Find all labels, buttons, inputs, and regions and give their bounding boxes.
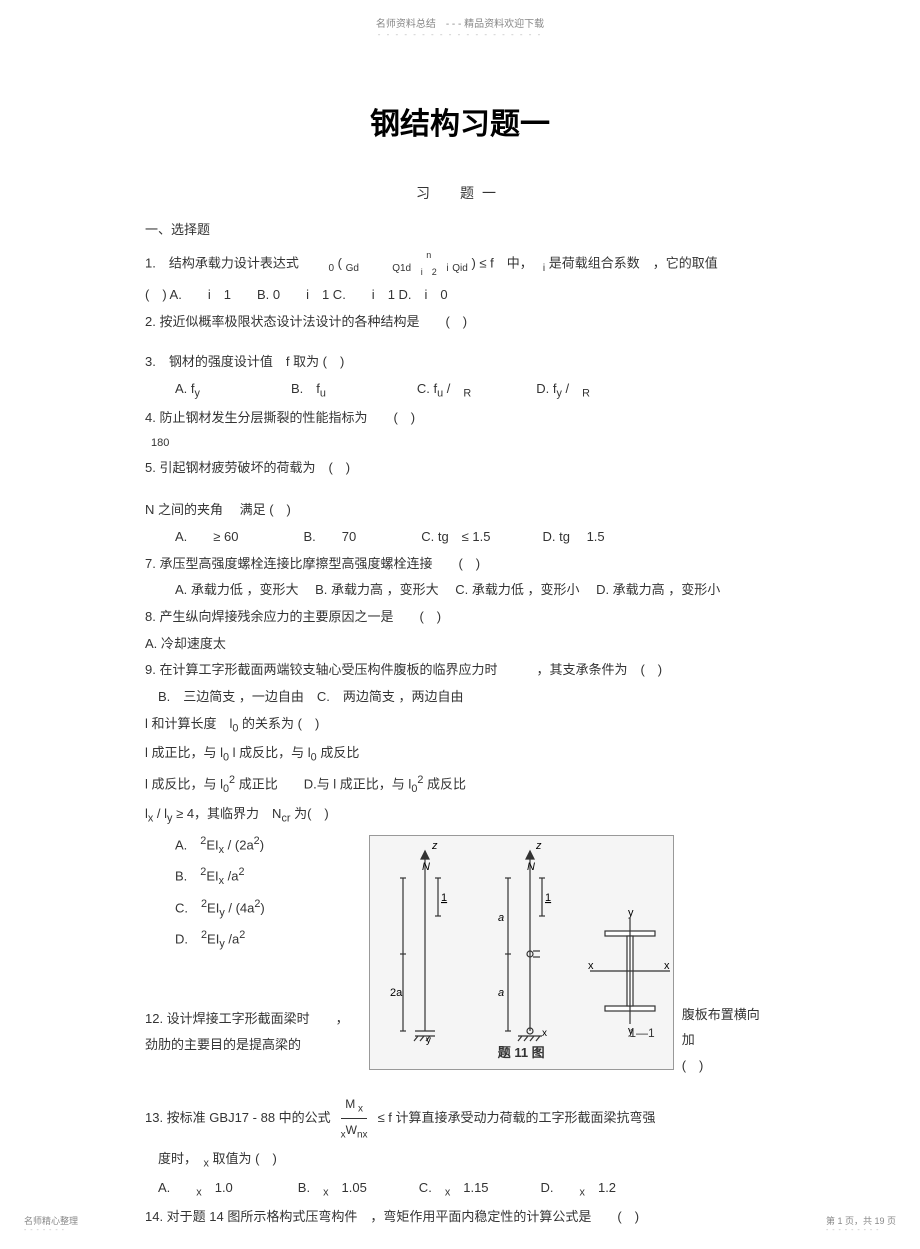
- svg-text:y: y: [628, 907, 634, 919]
- svg-text:z: z: [535, 840, 542, 852]
- q13-b: ≤ f 计算直接承受动力荷载的工字形截面梁抗弯强: [378, 1106, 656, 1131]
- q1-qid: Qid: [452, 263, 468, 274]
- q13-opts: A. x 1.0 B. x 1.05 C. x 1.15 D. x 1.2: [145, 1176, 765, 1203]
- q12-line2-left: 劲肋的主要目的是提高梁的: [145, 1033, 349, 1058]
- q1-sub0: 0: [328, 263, 334, 274]
- figure-caption: 题 11 图: [370, 1041, 673, 1066]
- q13-num: M x: [341, 1093, 367, 1119]
- q10-1: l 和计算长度 l0 的关系为 ( ): [145, 712, 765, 739]
- svg-text:a: a: [498, 912, 504, 924]
- svg-text:1: 1: [545, 892, 551, 904]
- q11-optB: B. 2EIx /a2: [145, 862, 349, 891]
- q1-gd: Gd: [346, 263, 359, 274]
- q13-frac: M x xWnx: [337, 1093, 372, 1145]
- q12-line2-right: ( ): [682, 1054, 765, 1079]
- header-line: 名师资料总结 - - - 精品资料欢迎下载: [0, 15, 920, 30]
- q1-text-b: (: [338, 255, 346, 270]
- q11-optA: A. 2EIx / (2a2): [145, 831, 349, 860]
- q4: 4. 防止钢材发生分层撕裂的性能指标为 ( ): [145, 406, 765, 431]
- q1: 1. 结构承载力设计表达式 0 ( Gd Q1d n i 2 i Qid ) ≤…: [145, 247, 765, 281]
- svg-text:N: N: [527, 861, 535, 873]
- footer-right-dots: - - - - - - - - -: [826, 1227, 896, 1234]
- q1-sum-n: n: [426, 247, 431, 264]
- svg-text:x: x: [664, 960, 670, 972]
- svg-text:z: z: [431, 840, 438, 852]
- figure-11: z N 1 2a y: [369, 835, 674, 1070]
- q7: 7. 承压型高强度螺栓连接比摩擦型高强度螺栓连接 ( ): [145, 552, 765, 577]
- svg-text:N: N: [422, 861, 430, 873]
- q8: 8. 产生纵向焊接残余应力的主要原因之一是 ( ): [145, 605, 765, 630]
- q1-text-a: 1. 结构承载力设计表达式: [145, 255, 325, 270]
- q8-optA: A. 冷却速度太: [145, 632, 765, 657]
- content: 一、选择题 1. 结构承载力设计表达式 0 ( Gd Q1d n i 2 i Q…: [0, 218, 920, 1230]
- q10-3: l 成反比，与 l02 成正比 D.与 l 成正比，与 l02 成反比: [145, 770, 765, 799]
- figure-11-svg: z N 1 2a y: [370, 836, 673, 1046]
- svg-text:2a: 2a: [390, 987, 403, 999]
- q3-opts: A. fy B. fu C. fu / R D. fy / R: [145, 377, 765, 404]
- q13-line2: 度时， x 取值为 ( ): [145, 1147, 765, 1174]
- q6: N 之间的夹角 满足 ( ): [145, 498, 765, 523]
- q6-opts: A. ≥ 60 B. 70 C. tg ≤ 1.5 D. tg 1.5: [145, 525, 765, 550]
- q11-row: A. 2EIx / (2a2) B. 2EIx /a2 C. 2EIy / (4…: [145, 831, 765, 1081]
- footer-left: 名师精心整理 - - - - - - -: [24, 1214, 78, 1234]
- q1-subi: i: [543, 263, 545, 274]
- q3: 3. 钢材的强度设计值 f 取为 ( ): [145, 350, 765, 375]
- q13-den: xWnx: [337, 1119, 372, 1144]
- footer-right-text: 第 1 页，共 19 页: [826, 1214, 896, 1227]
- q10-2: l 成正比，与 l0 l 成反比，与 l0 成反比: [145, 741, 765, 768]
- q12-left-t: 12. 设计焊接工字形截面梁时 ，: [145, 1011, 349, 1026]
- q9: 9. 在计算工字形截面两端铰支轴心受压构件腹板的临界应力时 ，其支承条件为 ( …: [145, 658, 765, 683]
- q11-optD: D. 2EIy /a2: [145, 925, 349, 954]
- main-title: 钢结构习题一: [0, 99, 920, 143]
- section-heading: 一、选择题: [145, 218, 765, 243]
- q11-optC: C. 2EIy / (4a2): [145, 894, 349, 923]
- q1-opts: ( ) A. i 1 B. 0 i 1 C. i 1 D. i 0: [145, 283, 765, 308]
- q13-a: 13. 按标准 GBJ17 - 88 中的公式: [145, 1106, 331, 1131]
- footer-left-dots: - - - - - - -: [24, 1227, 78, 1234]
- svg-text:x: x: [542, 1028, 547, 1039]
- svg-text:1: 1: [441, 892, 447, 904]
- q11: lx / ly ≥ 4，其临界力 Ncr 为( ): [145, 802, 765, 829]
- q14: 14. 对于题 14 图所示格构式压弯构件 ，弯矩作用平面内稳定性的计算公式是 …: [145, 1205, 765, 1230]
- q12-right: 腹板布置横向加: [682, 1003, 765, 1052]
- q12-left: 12. 设计焊接工字形截面梁时 ，: [145, 1007, 349, 1032]
- q5: 5. 引起钢材疲劳破坏的荷载为 ( ): [145, 456, 765, 481]
- q1-qi: i: [446, 263, 448, 274]
- q4-sub: 180: [145, 433, 765, 454]
- q13: 13. 按标准 GBJ17 - 88 中的公式 M x xWnx ≤ f 计算直…: [145, 1093, 765, 1145]
- q1-sum-i: i 2: [421, 264, 437, 281]
- q7-opts: A. 承载力低 ，变形大 B. 承载力高 ，变形大 C. 承载力低 ，变形小 D…: [145, 578, 765, 603]
- footer-right: 第 1 页，共 19 页 - - - - - - - - -: [826, 1214, 896, 1234]
- footer-left-text: 名师精心整理: [24, 1214, 78, 1227]
- sub-title: 习 题一: [0, 183, 920, 203]
- q1-text-d: 是荷载组合系数 ，它的取值: [549, 255, 718, 270]
- q2: 2. 按近似概率极限状态设计法设计的各种结构是 ( ): [145, 310, 765, 335]
- page-header: 名师资料总结 - - - 精品资料欢迎下载 - - - - - - - - - …: [0, 0, 920, 39]
- svg-text:x: x: [588, 960, 594, 972]
- q1-text-c: ) ≤ f 中，: [471, 255, 539, 270]
- header-dots: - - - - - - - - - - - - - - - - - - -: [0, 30, 920, 39]
- svg-text:a: a: [498, 987, 504, 999]
- q1-q1d: Q1d: [392, 263, 411, 274]
- q9-opts: B. 三边简支 ，一边自由 C. 两边简支 ，两边自由: [145, 685, 765, 710]
